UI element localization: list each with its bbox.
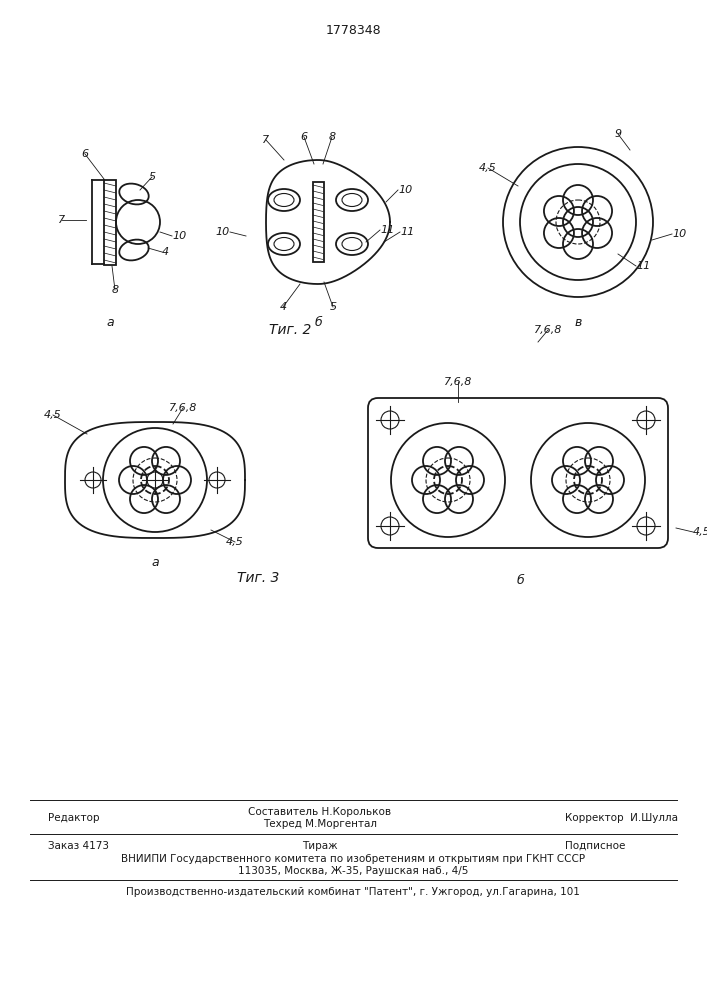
Text: Τиг. 3: Τиг. 3	[237, 571, 279, 585]
Text: б: б	[516, 574, 524, 586]
Text: а: а	[151, 556, 159, 568]
Text: Τиг. 2: Τиг. 2	[269, 323, 311, 337]
Text: 10: 10	[172, 231, 186, 241]
Text: 4: 4	[279, 302, 286, 312]
Bar	[313, 182, 324, 262]
Text: в: в	[574, 316, 582, 328]
Text: 4: 4	[162, 247, 169, 257]
Text: 10: 10	[216, 227, 230, 237]
Text: 4,5: 4,5	[479, 163, 497, 173]
Text: 6: 6	[81, 149, 88, 159]
Text: 11: 11	[636, 261, 650, 271]
Text: 8: 8	[112, 285, 119, 295]
Text: Производственно-издательский комбинат "Патент", г. Ужгород, ул.Гагарина, 101: Производственно-издательский комбинат "П…	[126, 887, 580, 897]
Text: 7,6,8: 7,6,8	[534, 325, 562, 335]
Text: 5: 5	[329, 302, 337, 312]
Text: Редактор: Редактор	[48, 813, 100, 823]
Text: ВНИИПИ Государственного комитета по изобретениям и открытиям при ГКНТ СССР: ВНИИПИ Государственного комитета по изоб…	[121, 854, 585, 864]
Text: 7: 7	[59, 215, 66, 225]
Text: 4,5: 4,5	[226, 537, 244, 547]
Text: Заказ 4173: Заказ 4173	[48, 841, 109, 851]
Text: б: б	[314, 316, 322, 328]
Text: 5: 5	[148, 172, 156, 182]
Text: 10: 10	[398, 185, 412, 195]
Text: 4,5: 4,5	[693, 527, 707, 537]
Text: Тираж: Тираж	[302, 841, 338, 851]
Text: 4,5: 4,5	[44, 410, 62, 420]
Text: 11: 11	[380, 225, 395, 235]
Text: 10: 10	[672, 229, 686, 239]
Text: 6: 6	[300, 132, 308, 142]
Text: Составитель Н.Корольков: Составитель Н.Корольков	[248, 807, 392, 817]
Text: 7,6,8: 7,6,8	[444, 377, 472, 387]
Text: 1778348: 1778348	[325, 23, 381, 36]
Text: а: а	[106, 316, 114, 328]
Text: 11: 11	[400, 227, 414, 237]
Text: 9: 9	[614, 129, 621, 139]
Text: 7,6,8: 7,6,8	[169, 403, 197, 413]
Text: 8: 8	[329, 132, 336, 142]
Text: 7: 7	[262, 135, 269, 145]
Text: Техред М.Моргентал: Техред М.Моргентал	[263, 819, 377, 829]
Bar	[104, 180, 116, 265]
Text: Подписное: Подписное	[565, 841, 626, 851]
Text: Корректор  И.Шулла: Корректор И.Шулла	[565, 813, 678, 823]
Text: 113035, Москва, Ж-35, Раушская наб., 4/5: 113035, Москва, Ж-35, Раушская наб., 4/5	[238, 866, 468, 876]
